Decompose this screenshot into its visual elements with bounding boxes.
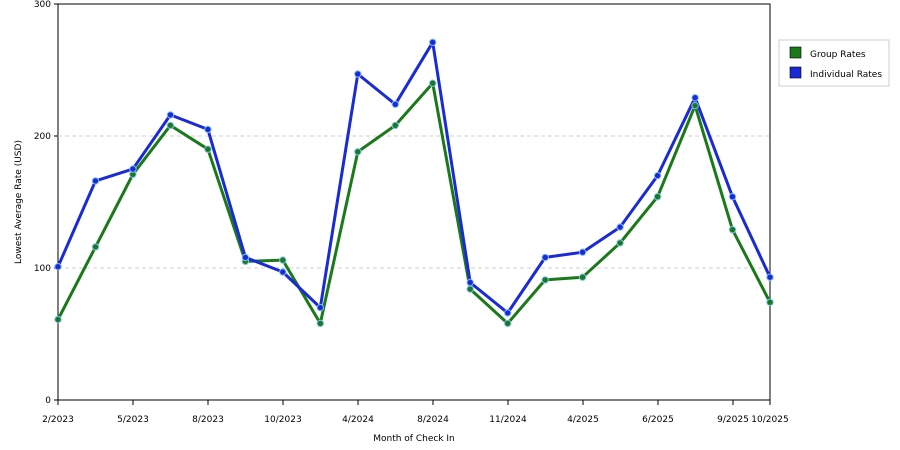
series-line-individual-rates [56, 40, 772, 315]
data-point-individual-rates [91, 177, 100, 185]
x-axis-ticks: 2/2023 5/2023 8/2023 10/2023 4/2024 8/2024 11/… [42, 400, 789, 425]
series-layer [54, 38, 774, 328]
plot-area [57, 3, 771, 401]
x-axis-title: Month of Check In [373, 434, 455, 444]
y-tick-label: 300 [34, 0, 51, 10]
y-axis-ticks: 0 100 200 300 [34, 0, 58, 406]
x-tick-label: 5/2023 [117, 415, 149, 425]
data-point-group-rates [691, 101, 699, 110]
data-point-group-rates [166, 121, 175, 130]
data-point-group-rates [279, 256, 287, 264]
x-tick-label: 4/2024 [342, 415, 374, 425]
data-point-individual-rates [279, 268, 287, 276]
data-point-group-rates [54, 315, 62, 324]
data-point-group-rates [429, 79, 437, 87]
data-point-individual-rates [429, 38, 437, 46]
x-tick-label: 10/2023 [264, 415, 301, 425]
data-point-individual-rates [354, 70, 362, 78]
data-point-individual-rates [728, 193, 737, 201]
data-point-individual-rates [204, 125, 212, 134]
data-point-individual-rates [616, 223, 624, 231]
data-point-group-rates [316, 319, 324, 328]
y-tick-label: 100 [34, 264, 51, 274]
data-point-individual-rates [691, 94, 699, 102]
data-point-group-rates [354, 148, 362, 156]
data-point-group-rates [578, 273, 587, 281]
data-point-individual-rates [578, 248, 587, 256]
data-point-individual-rates [391, 100, 399, 109]
x-tick-label: 6/2025 [642, 415, 674, 425]
x-tick-label: 8/2023 [192, 415, 224, 425]
data-point-individual-rates [54, 263, 62, 271]
data-point-group-rates [766, 298, 774, 306]
y-tick-label: 0 [45, 396, 51, 406]
data-point-individual-rates [166, 111, 175, 119]
x-tick-label: 2/2023 [42, 415, 74, 425]
data-point-group-rates [391, 121, 399, 130]
data-point-individual-rates [541, 253, 549, 262]
data-point-individual-rates [129, 165, 137, 173]
data-point-group-rates [541, 276, 549, 284]
x-tick-label: 8/2024 [417, 415, 449, 425]
data-point-group-rates [653, 193, 662, 201]
x-tick-label: 4/2025 [567, 415, 599, 425]
data-point-group-rates [504, 319, 512, 328]
data-point-individual-rates [241, 253, 250, 262]
data-point-individual-rates [316, 303, 324, 312]
legend-label-individual-rates: Individual Rates [810, 70, 882, 80]
legend-swatch-individual-rates [789, 66, 802, 79]
data-point-group-rates [728, 226, 737, 234]
data-point-group-rates [91, 243, 100, 251]
data-point-individual-rates [766, 273, 774, 281]
data-point-group-rates [466, 285, 474, 293]
series-line-group-rates [56, 81, 772, 325]
x-tick-label: 10/2025 [751, 415, 788, 425]
x-tick-label: 11/2024 [489, 415, 527, 425]
legend: Group Rates Individual Rates [778, 39, 890, 87]
y-axis-title: Lowest Average Rate (USD) [14, 140, 24, 264]
data-point-individual-rates [504, 309, 512, 317]
y-tick-label: 200 [34, 132, 51, 142]
data-point-group-rates [616, 239, 624, 247]
data-point-group-rates [204, 145, 212, 153]
data-point-individual-rates [466, 278, 474, 287]
data-point-individual-rates [653, 171, 662, 180]
legend-swatch-group-rates [789, 46, 802, 59]
x-tick-label: 9/2025 [717, 415, 749, 425]
legend-label-group-rates: Group Rates [810, 50, 866, 60]
